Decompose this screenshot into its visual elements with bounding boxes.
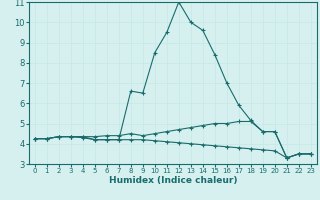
X-axis label: Humidex (Indice chaleur): Humidex (Indice chaleur) bbox=[108, 176, 237, 185]
